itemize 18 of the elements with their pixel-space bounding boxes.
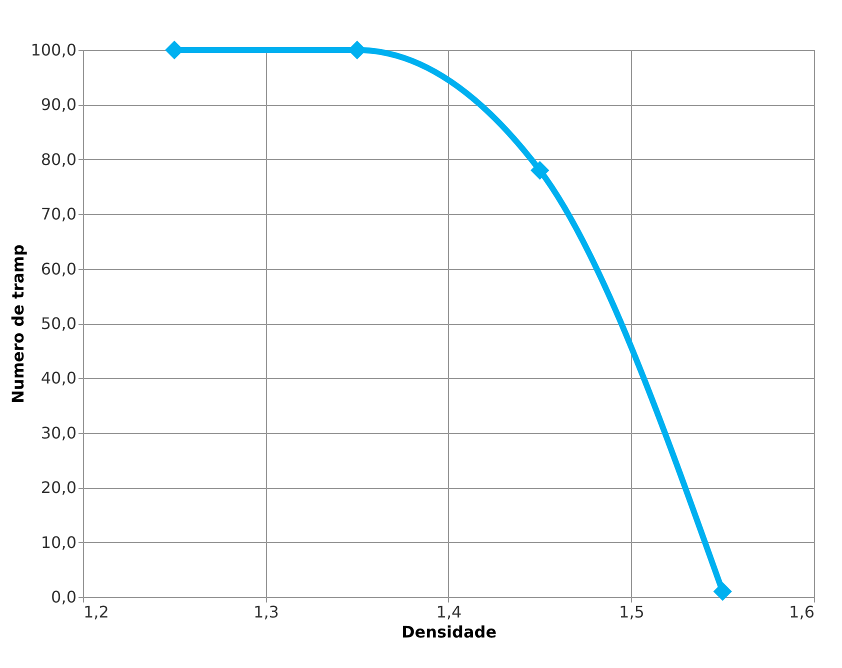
x-tick-label: 1,5 (619, 602, 644, 622)
y-tick-label: 50,0 (40, 314, 76, 333)
y-tick-label: 0,0 (51, 588, 76, 606)
y-tick-label: 100,0 (30, 40, 76, 60)
y-tick-label: 10,0 (40, 532, 76, 552)
y-tick-label: 40,0 (40, 368, 76, 388)
y-tick-label: 90,0 (40, 95, 76, 114)
x-tick-label: 1,2 (84, 602, 109, 622)
x-tick-label: 1,4 (436, 602, 462, 622)
y-tick-label: 80,0 (40, 150, 76, 169)
y-tick-label: 60,0 (40, 259, 76, 278)
x-tick-label: 1,3 (254, 602, 279, 622)
y-tick-label: 70,0 (40, 204, 76, 224)
y-axis-title: Numero de tramp (8, 244, 28, 404)
x-tick-label: 1,6 (789, 602, 814, 622)
y-tick-label: 20,0 (40, 478, 76, 498)
x-axis-title: Densidade (401, 622, 497, 642)
y-tick-label: 30,0 (40, 423, 76, 442)
